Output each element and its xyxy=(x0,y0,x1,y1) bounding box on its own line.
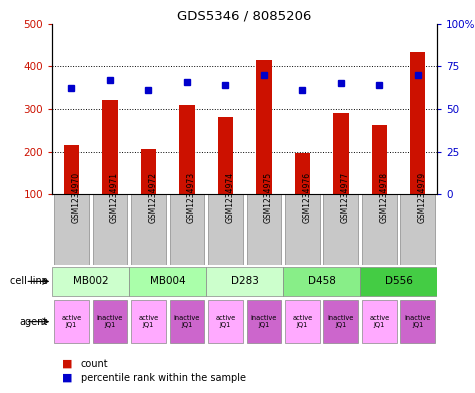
Bar xyxy=(52,267,129,296)
Text: active
JQ1: active JQ1 xyxy=(369,315,389,328)
Bar xyxy=(170,300,204,343)
Text: D556: D556 xyxy=(385,276,412,286)
Text: count: count xyxy=(81,358,108,369)
Bar xyxy=(54,300,89,343)
Bar xyxy=(333,113,349,195)
Text: GSM1234971: GSM1234971 xyxy=(110,173,119,224)
Text: GSM1234977: GSM1234977 xyxy=(341,173,350,224)
Text: GSM1234975: GSM1234975 xyxy=(264,173,273,224)
Bar xyxy=(371,125,387,195)
Bar xyxy=(323,195,358,265)
Bar xyxy=(283,267,360,296)
Bar xyxy=(410,52,426,195)
Bar xyxy=(247,195,281,265)
Text: GSM1234978: GSM1234978 xyxy=(379,173,388,224)
Bar xyxy=(179,105,195,195)
Text: MB004: MB004 xyxy=(150,276,185,286)
Bar xyxy=(362,195,397,265)
Text: D458: D458 xyxy=(308,276,335,286)
Text: active
JQ1: active JQ1 xyxy=(292,315,313,328)
Text: percentile rank within the sample: percentile rank within the sample xyxy=(81,373,246,383)
Text: inactive
JQ1: inactive JQ1 xyxy=(174,315,200,328)
Text: inactive
JQ1: inactive JQ1 xyxy=(405,315,431,328)
Bar xyxy=(208,300,243,343)
Bar xyxy=(400,300,435,343)
Bar xyxy=(285,300,320,343)
Text: D283: D283 xyxy=(231,276,258,286)
Bar xyxy=(247,300,281,343)
Text: GSM1234972: GSM1234972 xyxy=(148,173,157,224)
Bar xyxy=(362,300,397,343)
Bar xyxy=(141,149,156,195)
Text: GSM1234979: GSM1234979 xyxy=(418,173,427,224)
Bar xyxy=(256,60,272,195)
Text: GSM1234973: GSM1234973 xyxy=(187,173,196,224)
Bar xyxy=(206,267,283,296)
Text: cell line: cell line xyxy=(10,276,48,286)
Bar xyxy=(360,267,437,296)
Text: GSM1234974: GSM1234974 xyxy=(225,173,234,224)
Bar xyxy=(93,195,127,265)
Bar xyxy=(323,300,358,343)
Bar xyxy=(64,145,79,195)
Text: active
JQ1: active JQ1 xyxy=(138,315,159,328)
Bar xyxy=(102,99,118,195)
Bar xyxy=(93,300,127,343)
Bar xyxy=(131,300,166,343)
Text: GSM1234970: GSM1234970 xyxy=(71,173,80,224)
Bar xyxy=(170,195,204,265)
Title: GDS5346 / 8085206: GDS5346 / 8085206 xyxy=(178,9,312,22)
Text: inactive
JQ1: inactive JQ1 xyxy=(328,315,354,328)
Text: inactive
JQ1: inactive JQ1 xyxy=(97,315,123,328)
Text: active
JQ1: active JQ1 xyxy=(215,315,236,328)
Bar xyxy=(218,117,233,195)
Bar xyxy=(285,195,320,265)
Bar xyxy=(54,195,89,265)
Text: GSM1234976: GSM1234976 xyxy=(303,173,311,224)
Bar xyxy=(129,267,206,296)
Bar xyxy=(208,195,243,265)
Text: ■: ■ xyxy=(62,358,72,369)
Text: MB002: MB002 xyxy=(73,276,108,286)
Text: inactive
JQ1: inactive JQ1 xyxy=(251,315,277,328)
Bar xyxy=(131,195,166,265)
Text: active
JQ1: active JQ1 xyxy=(61,315,82,328)
Bar xyxy=(294,152,310,195)
Text: agent: agent xyxy=(19,317,48,327)
Text: ■: ■ xyxy=(62,373,72,383)
Bar xyxy=(400,195,435,265)
